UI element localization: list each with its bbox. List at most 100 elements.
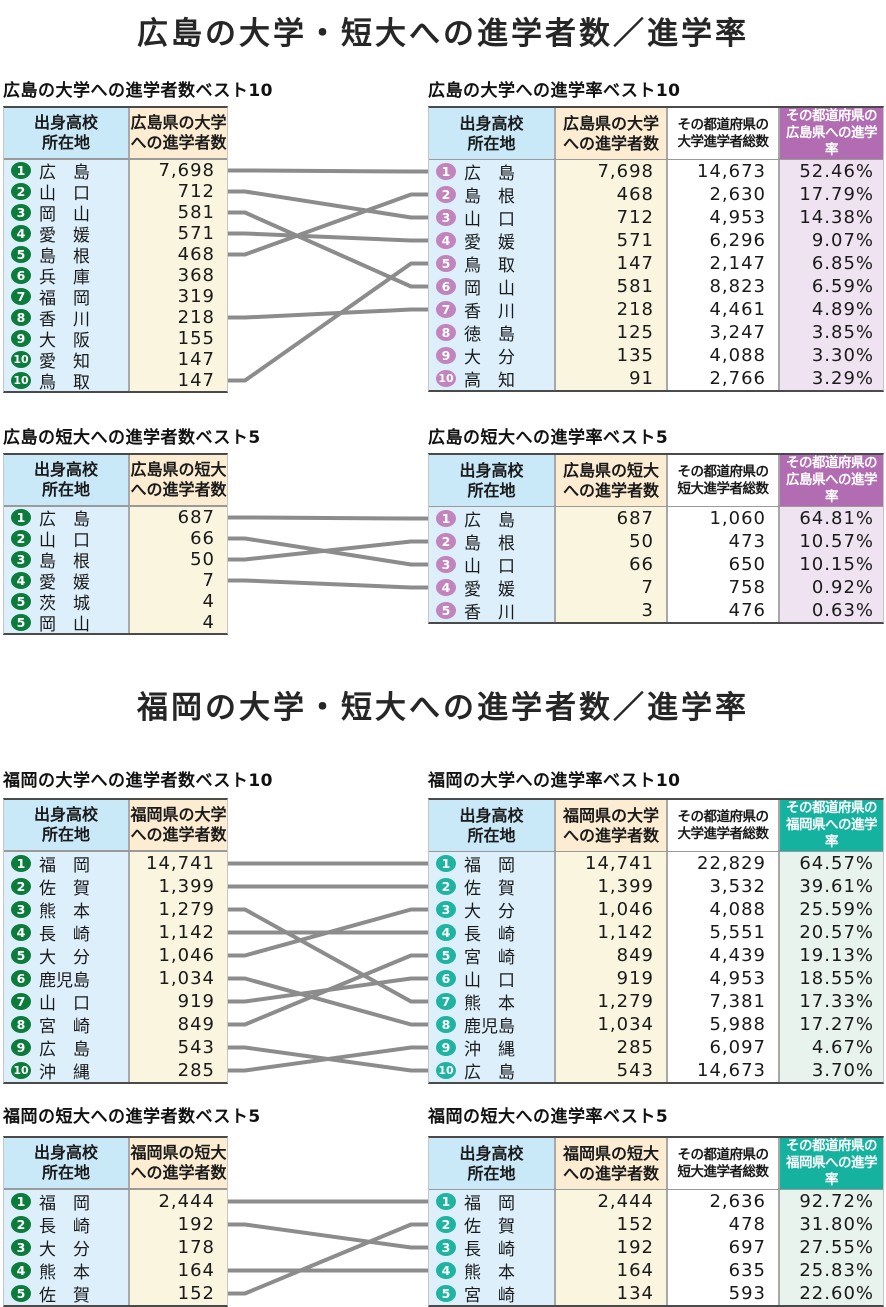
rank-badge: 1 [11,855,31,872]
rank-badge: 5 [436,1285,456,1302]
prefecture-name: 長 崎 [464,1240,515,1259]
value-cell: 478 [668,1213,778,1236]
rank-link-line [228,907,428,958]
prefecture-name: 兵 庫 [39,268,90,286]
table-row: 6 鹿児島 1,034 [4,967,227,990]
table-header-cell: 福岡県の短大 への進学者数 [556,1138,666,1189]
hiroshima-tandai-count-table: 出身高校 所在地 広島県の短大 への進学者数 1 広 島 687 2 山 口 66 3 島 根 50… [3,453,228,635]
rank-badge: 4 [436,1262,456,1279]
value-cell: 712 [130,181,227,202]
prefecture-name: 山 口 [39,994,90,1013]
table-header-row: 出身高校 所在地 福岡県の大学 への進学者数 [4,800,227,852]
table-row: 5 鳥 取 147 2,147 6.85% [429,252,883,275]
table-header-cell: その都道府県の 広島県への進学率 [780,455,883,506]
rank-badge: 7 [436,993,456,1010]
prefecture-name: 熊 本 [464,994,515,1013]
rank-link-line [228,539,428,562]
prefecture-cell: 3 山 口 [429,553,554,576]
value-cell: 476 [668,599,778,622]
table-row: 4 愛 媛 7 758 0.92% [429,576,883,599]
rank-badge: 3 [436,209,456,226]
prefecture-cell: 8 香 川 [4,307,128,328]
subtitle-hiroshima-tandai-count: 広島の短大への進学者数ベスト5 [3,428,261,448]
table-header-cell: その都道府県の 広島県への進学率 [780,108,883,159]
rank-badge: 2 [11,878,31,895]
table-header-row: 出身高校 所在地 広島県の大学 への進学者数 [4,108,227,160]
prefecture-name: 岡 山 [39,615,90,633]
prefecture-name: 長 崎 [464,925,515,944]
prefecture-name: 広 島 [464,1063,515,1082]
rank-badge: 5 [11,593,31,610]
table-header-cell: その都道府県の 短大進学者総数 [668,455,778,506]
prefecture-cell: 4 愛 媛 [4,223,128,244]
rank-link-line [228,515,428,521]
value-cell: 9.07% [780,229,883,252]
table-header-cell: その都道府県の 大学進学者総数 [668,800,778,851]
table-header-cell: 出身高校 所在地 [429,1138,554,1189]
table-header-row: 出身高校 所在地 広島県の大学 への進学者数 その都道府県の 大学進学者総数 その都道… [429,108,883,160]
table-row: 4 長 崎 1,142 [4,921,227,944]
fukuoka-tandai-count-table: 出身高校 所在地 福岡県の短大 への進学者数 1 福 岡 2,444 2 長 崎 192 3 大 … [3,1136,228,1307]
value-cell: 5,988 [668,1013,778,1036]
value-cell: 192 [130,1213,227,1236]
prefecture-name: 熊 本 [39,1263,90,1282]
table-header-cell: 福岡県の短大 への進学者数 [130,1138,227,1188]
value-cell: 0.92% [780,576,883,599]
prefecture-name: 山 口 [464,557,515,576]
table-row: 9 沖 縄 285 6,097 4.67% [429,1036,883,1059]
table-row: 8 鹿児島 1,034 5,988 17.27% [429,1013,883,1036]
value-cell: 571 [130,223,227,244]
rank-badge: 2 [436,186,456,203]
table-row: 3 大 分 178 [4,1236,227,1259]
prefecture-name: 島 根 [39,552,90,570]
rank-badge: 8 [436,1016,456,1033]
subtitle-fukuoka-tandai-rate: 福岡の短大への進学率ベスト5 [428,1107,669,1127]
value-cell: 7 [556,576,666,599]
prefecture-name: 愛 媛 [39,226,90,244]
value-cell: 6,296 [668,229,778,252]
table-row: 3 山 口 66 650 10.15% [429,553,883,576]
prefecture-name: 宮 崎 [464,1286,515,1305]
prefecture-name: 広 島 [464,511,515,530]
value-cell: 2,766 [668,367,778,390]
rank-link-line [228,907,428,1004]
table-header-cell: 出身高校 所在地 [429,800,554,851]
prefecture-cell: 4 熊 本 [429,1259,554,1282]
rank-badge: 6 [436,970,456,987]
table-row: 10 高 知 91 2,766 3.29% [429,367,883,390]
value-cell: 22.60% [780,1282,883,1305]
value-cell: 1,046 [130,944,227,967]
rank-badge: 4 [436,579,456,596]
prefecture-cell: 7 福 岡 [4,286,128,307]
prefecture-name: 岡 山 [464,279,515,298]
prefecture-cell: 2 佐 賀 [4,875,128,898]
table-header-cell: 広島県の短大 への進学者数 [130,455,227,505]
value-cell: 14,673 [668,160,778,183]
rank-link-line [228,261,428,383]
table-row: 2 長 崎 192 [4,1213,227,1236]
rank-badge: 3 [11,204,31,221]
value-cell: 919 [130,990,227,1013]
value-cell: 27.55% [780,1236,883,1259]
table-row: 4 愛 媛 7 [4,570,227,591]
hiroshima-section-title: 広島の大学・短大への進学者数／進学率 [137,16,749,52]
rank-badge: 2 [11,183,31,200]
rank-badge: 1 [436,1193,456,1210]
value-cell: 1,399 [556,875,666,898]
prefecture-cell: 10 鳥 取 [4,370,128,391]
table-row: 2 佐 賀 1,399 [4,875,227,898]
table-row: 4 愛 媛 571 6,296 9.07% [429,229,883,252]
value-cell: 7,698 [130,160,227,181]
prefecture-name: 山 口 [39,531,90,549]
prefecture-cell: 9 広 島 [4,1036,128,1059]
table-row: 5 茨 城 4 [4,591,227,612]
value-cell: 3,247 [668,321,778,344]
prefecture-name: 熊 本 [464,1263,515,1282]
prefecture-cell: 3 大 分 [4,1236,128,1259]
fukuoka-univ-count-table: 出身高校 所在地 福岡県の大学 への進学者数 1 福 岡 14,741 2 佐 賀 1,399… [3,798,228,1084]
prefecture-cell: 1 福 岡 [4,1190,128,1213]
prefecture-name: 愛 知 [39,352,90,370]
table-row: 5 岡 山 4 [4,612,227,633]
value-cell: 135 [556,344,666,367]
value-cell: 849 [556,944,666,967]
